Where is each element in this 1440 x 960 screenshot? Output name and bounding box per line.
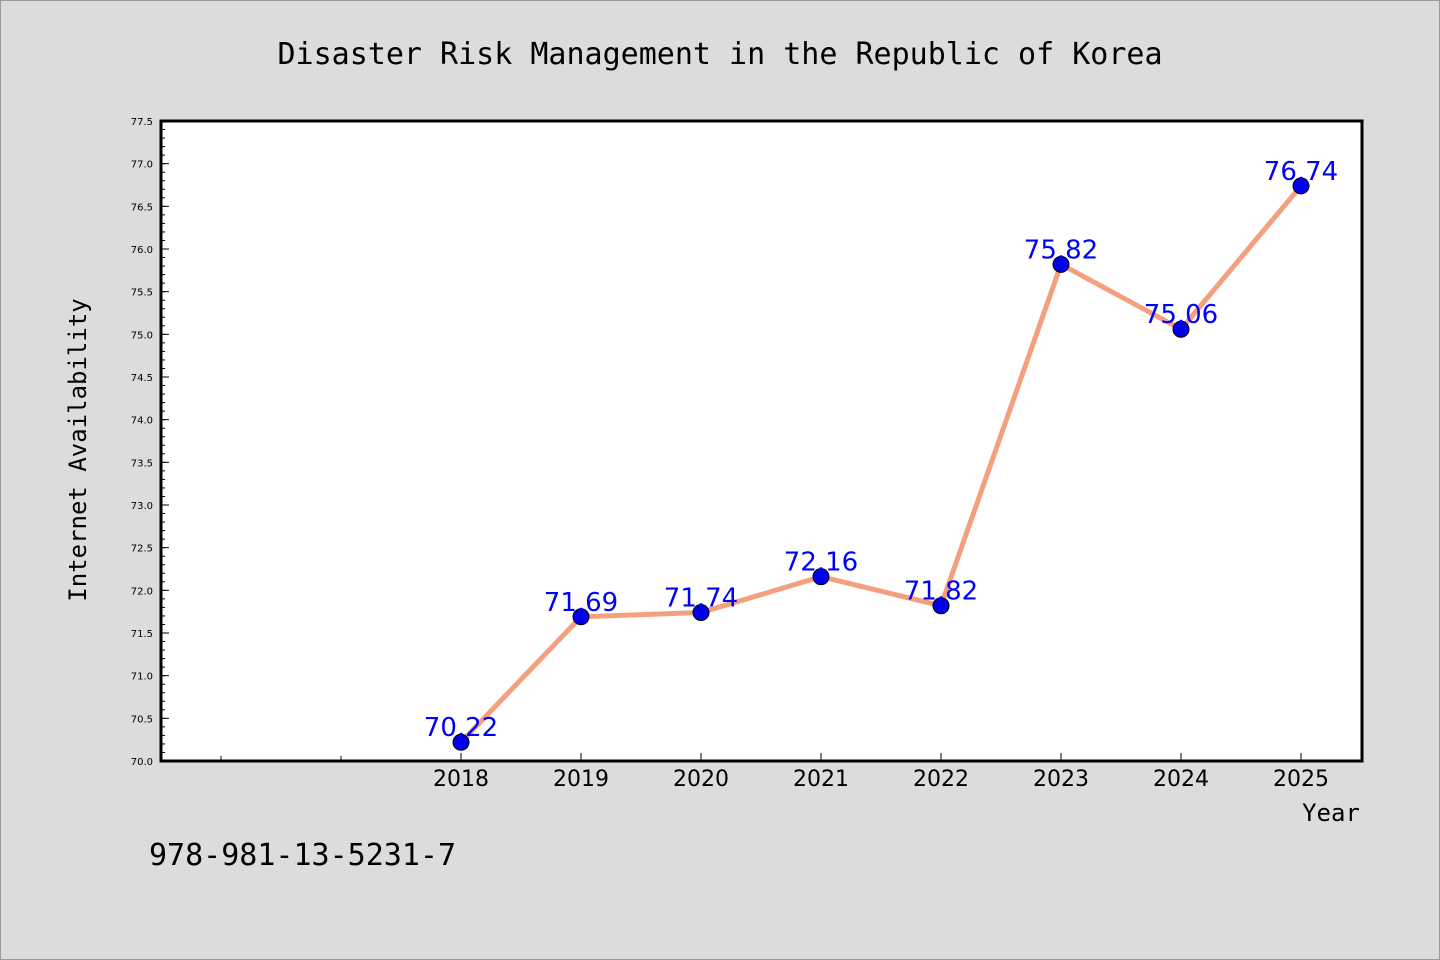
y-tick-label: 71.5	[131, 629, 153, 640]
data-point	[692, 604, 710, 622]
y-tick-label: 75.0	[131, 330, 153, 341]
x-tick-label: 2020	[673, 767, 729, 792]
y-tick-label: 70.5	[131, 714, 153, 725]
y-tick-label: 73.5	[131, 458, 153, 469]
y-tick-label: 77.0	[131, 160, 153, 171]
x-tick-label: 2024	[1153, 767, 1209, 792]
data-label: 72.16	[784, 548, 858, 578]
x-tick-label: 2023	[1033, 767, 1089, 792]
x-tick-label: 2022	[913, 767, 969, 792]
data-label: 76.74	[1264, 157, 1338, 187]
data-label: 75.82	[1024, 235, 1098, 265]
series-layer: 70.22 71.69 71.74 72.16 71.82 75.82 75.06 76.74	[424, 157, 1338, 751]
isbn-annotation: 978-981-13-5231-7	[149, 838, 456, 873]
y-tick-label: 70.0	[131, 757, 153, 768]
x-tick-label: 2021	[793, 767, 849, 792]
plot-area	[159, 119, 1364, 763]
y-tick-label: 76.5	[131, 202, 153, 213]
data-label: 71.82	[904, 577, 978, 607]
x-tick-label: 2025	[1273, 767, 1329, 792]
axis-ticks: 70.0 70.5 71.0 71.5 72.0 72.5 73.0 73.5 74.0 74.5…	[131, 117, 1329, 792]
x-tick-label: 2018	[433, 767, 489, 792]
data-label: 71.69	[544, 588, 618, 618]
y-tick-label: 72.5	[131, 544, 153, 555]
data-point	[1292, 177, 1310, 195]
y-tick-label: 71.0	[131, 672, 153, 683]
y-tick-label: 74.5	[131, 373, 153, 384]
y-tick-label: 73.0	[131, 501, 153, 512]
y-tick-label: 72.0	[131, 586, 153, 597]
data-label: 70.22	[424, 713, 498, 743]
data-label: 71.74	[664, 584, 738, 614]
data-point	[932, 597, 950, 615]
y-tick-label: 74.0	[131, 416, 153, 427]
y-axis-label: Internet Availability	[64, 298, 92, 601]
data-point	[452, 733, 470, 751]
series-line	[458, 183, 1304, 745]
data-label: 75.06	[1144, 300, 1218, 330]
y-tick-label: 75.5	[131, 288, 153, 299]
x-axis-label: Year	[1302, 799, 1360, 827]
data-point	[1172, 320, 1190, 338]
data-point	[812, 568, 830, 586]
chart-title: Disaster Risk Management in the Republic…	[277, 37, 1162, 72]
y-tick-label: 77.5	[131, 117, 153, 128]
y-tick-label: 76.0	[131, 245, 153, 256]
x-tick-label: 2019	[553, 767, 609, 792]
data-point	[1052, 255, 1070, 273]
data-point	[572, 608, 590, 626]
